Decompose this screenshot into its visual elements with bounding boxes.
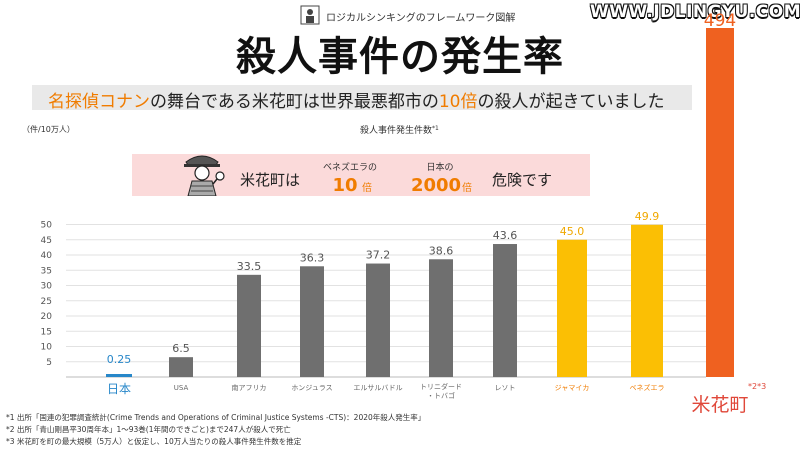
value-label-6: 43.6 [493,229,518,242]
subtitle-highlight-10x: 10倍 [438,92,478,112]
y-axis-ticks: 5 10 15 20 25 30 35 40 45 50 [41,221,53,368]
category-label-5-b: ・トバゴ [427,391,455,400]
y-tick-label: 15 [41,327,52,337]
footnote-1: *1 出所「国連の犯罪調査統計(Crime Trends and Operati… [6,413,426,422]
value-label-5: 38.6 [429,244,454,257]
callout-lead: 米花町は [240,171,300,189]
y-tick-label: 50 [41,221,53,231]
value-label-2: 33.5 [237,260,262,273]
subtitle-text-1: の舞台である米花町は世界最悪都市の [150,92,439,112]
watermark: WWW.JDLINGYU.COM [590,2,800,22]
detective-icon [184,155,225,196]
y-tick-label: 10 [41,343,53,353]
bar-9 [706,28,734,377]
y-tick-label: 25 [41,297,52,307]
subtitle-text-2: の殺人が起きていました [477,92,665,112]
callout-japan-unit: 倍 [462,181,472,194]
bar-5 [429,259,453,377]
value-label-3: 36.3 [300,251,325,264]
bar-0 [106,374,132,377]
bar-4 [366,263,390,377]
value-label-8: 49.9 [635,210,660,223]
bars [106,28,734,377]
callout-tail: 危険です [492,171,552,189]
value-label-7: 45.0 [560,225,585,238]
category-label-5: トリニダード [420,382,462,391]
callout-japan-multiplier: 2000 [411,175,461,196]
chart-title-note: *1 [432,125,439,132]
value-label-0: 0.25 [107,353,132,366]
category-label-8: ベネズエラ [630,383,665,392]
category-label-2: 南アフリカ [232,383,267,392]
y-tick-label: 5 [46,358,52,368]
subtitle: 名探偵コナンの舞台である米花町は世界最悪都市の10倍の殺人が起きていました [48,87,664,112]
subtitle-background [32,85,692,110]
page-title: 殺人事件の発生率 [236,34,564,80]
bar-3 [300,266,324,377]
beika-footnote-marker: *2*3 [748,382,766,391]
category-label-4: エルサルバドル [353,384,402,392]
callout-venezuela-multiplier: 10 [332,175,357,196]
value-label-4: 37.2 [366,249,391,262]
chart-title-text: 殺人事件発生件数 [360,124,432,136]
value-label-9: 494 [704,11,736,31]
category-label-0: 日本 [107,382,131,396]
chart-title: 殺人事件発生件数*1 [360,124,439,136]
category-label-1: USA [174,384,189,392]
category-label-6: レソト [495,384,516,392]
subtitle-highlight-conan: 名探偵コナン [48,92,150,112]
bar-7 [557,239,587,377]
person-at-board-icon [300,5,320,25]
category-labels: 日本 USA 南アフリカ ホンジュラス エルサルバドル トリニダード・トバゴ レソト ジャマイ… [107,382,749,416]
y-axis-label: （件/10万人） [22,124,75,134]
footnote-3: *3 米花町を町の最大規模（5万人）と仮定し、10万人当たりの殺人事件発生件数を… [6,437,302,446]
bar-8 [631,224,663,377]
header-series-label: ロジカルシンキングのフレームワーク図解 [326,13,516,24]
category-label-7: ジャマイカ [555,384,590,392]
callout-venezuela-unit: 倍 [362,181,372,194]
y-tick-label: 35 [41,266,52,276]
value-labels: 0.25 6.5 33.5 36.3 37.2 38.6 43.6 45.0 49.9 494 [107,11,736,366]
callout-japan-label: 日本の [426,161,453,173]
footnote-2: *2 出所「青山剛昌平30周年本」1～93巻(1年間のできごと)まで247人が殺… [6,425,291,434]
y-tick-label: 45 [41,236,52,246]
y-tick-label: 20 [41,312,53,322]
category-label-9: 米花町 [691,394,748,416]
bar-2 [237,274,261,377]
callout-venezuela-label: ベネズエラの [323,161,377,173]
value-label-1: 6.5 [172,342,190,355]
bar-1 [169,357,193,377]
y-tick-label: 30 [41,282,53,292]
bar-6 [493,244,517,377]
category-label-3: ホンジュラス [291,384,332,392]
y-tick-label: 40 [41,251,53,261]
